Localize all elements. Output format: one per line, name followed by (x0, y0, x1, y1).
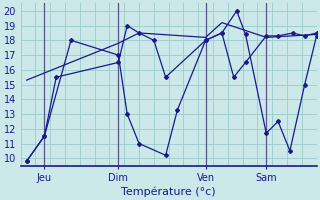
X-axis label: Température (°c): Température (°c) (121, 186, 216, 197)
